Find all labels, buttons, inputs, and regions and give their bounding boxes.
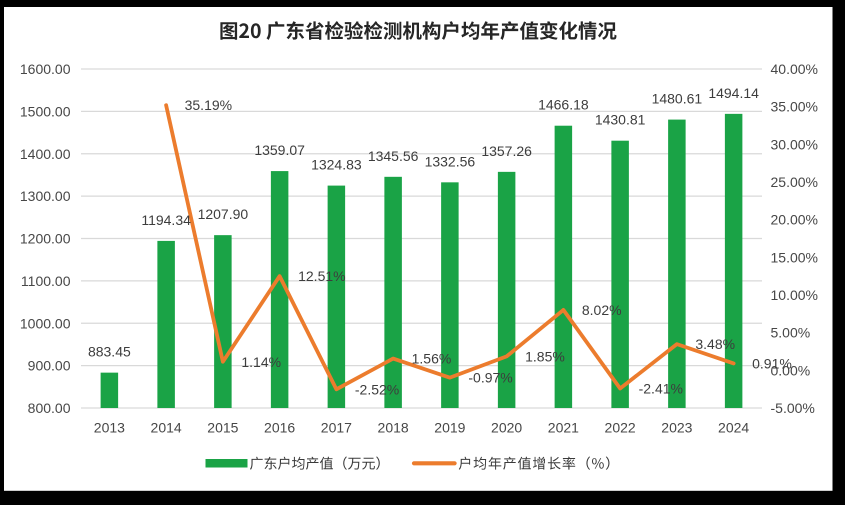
svg-text:1600.00: 1600.00	[20, 61, 71, 77]
svg-text:10.00%: 10.00%	[771, 287, 818, 303]
svg-text:35.19%: 35.19%	[185, 97, 232, 113]
svg-text:1359.07: 1359.07	[254, 142, 305, 158]
svg-text:1207.90: 1207.90	[198, 206, 249, 222]
svg-text:1.56%: 1.56%	[412, 351, 452, 367]
svg-text:1332.56: 1332.56	[425, 153, 476, 169]
svg-text:20.00%: 20.00%	[771, 212, 818, 228]
svg-text:30.00%: 30.00%	[771, 136, 818, 152]
svg-text:800.00: 800.00	[28, 400, 71, 416]
svg-text:2019: 2019	[434, 420, 465, 436]
svg-text:1300.00: 1300.00	[20, 188, 71, 204]
svg-text:1480.61: 1480.61	[652, 91, 703, 107]
svg-text:40.00%: 40.00%	[771, 61, 818, 77]
svg-text:35.00%: 35.00%	[771, 99, 818, 115]
svg-text:0.00%: 0.00%	[771, 362, 811, 378]
svg-text:-2.52%: -2.52%	[355, 381, 399, 397]
svg-text:15.00%: 15.00%	[771, 249, 818, 265]
svg-text:2017: 2017	[321, 420, 352, 436]
svg-text:1000.00: 1000.00	[20, 315, 71, 331]
svg-text:2023: 2023	[661, 420, 692, 436]
svg-text:1194.34: 1194.34	[141, 212, 191, 228]
svg-text:2021: 2021	[548, 420, 579, 436]
svg-text:5.00%: 5.00%	[771, 325, 811, 341]
svg-text:1466.18: 1466.18	[538, 97, 589, 113]
svg-text:2013: 2013	[94, 420, 125, 436]
svg-text:1200.00: 1200.00	[20, 231, 71, 247]
svg-text:2024: 2024	[718, 420, 749, 436]
svg-text:1.14%: 1.14%	[241, 354, 281, 370]
svg-text:883.45: 883.45	[88, 344, 131, 360]
svg-text:1357.26: 1357.26	[481, 143, 532, 159]
svg-text:1345.56: 1345.56	[368, 148, 419, 164]
svg-text:-5.00%: -5.00%	[771, 400, 815, 416]
svg-text:2018: 2018	[378, 420, 409, 436]
svg-text:-0.97%: -0.97%	[468, 370, 512, 386]
svg-text:-2.41%: -2.41%	[639, 380, 683, 396]
svg-text:3.48%: 3.48%	[695, 336, 735, 352]
svg-text:1400.00: 1400.00	[20, 146, 71, 162]
svg-text:1324.83: 1324.83	[311, 157, 362, 173]
svg-text:2014: 2014	[151, 420, 182, 436]
svg-text:1494.14: 1494.14	[708, 85, 759, 101]
svg-text:2016: 2016	[264, 420, 295, 436]
svg-text:1430.81: 1430.81	[595, 112, 646, 128]
svg-text:2020: 2020	[491, 420, 522, 436]
svg-text:1100.00: 1100.00	[21, 273, 71, 289]
svg-text:25.00%: 25.00%	[771, 174, 818, 190]
svg-text:1500.00: 1500.00	[20, 103, 71, 119]
svg-text:2015: 2015	[207, 420, 238, 436]
svg-text:8.02%: 8.02%	[582, 302, 622, 318]
svg-text:12.51%: 12.51%	[298, 268, 345, 284]
svg-text:2022: 2022	[605, 420, 636, 436]
svg-text:900.00: 900.00	[28, 358, 71, 374]
svg-text:1.85%: 1.85%	[525, 348, 565, 364]
svg-text:0.91%: 0.91%	[752, 355, 792, 371]
